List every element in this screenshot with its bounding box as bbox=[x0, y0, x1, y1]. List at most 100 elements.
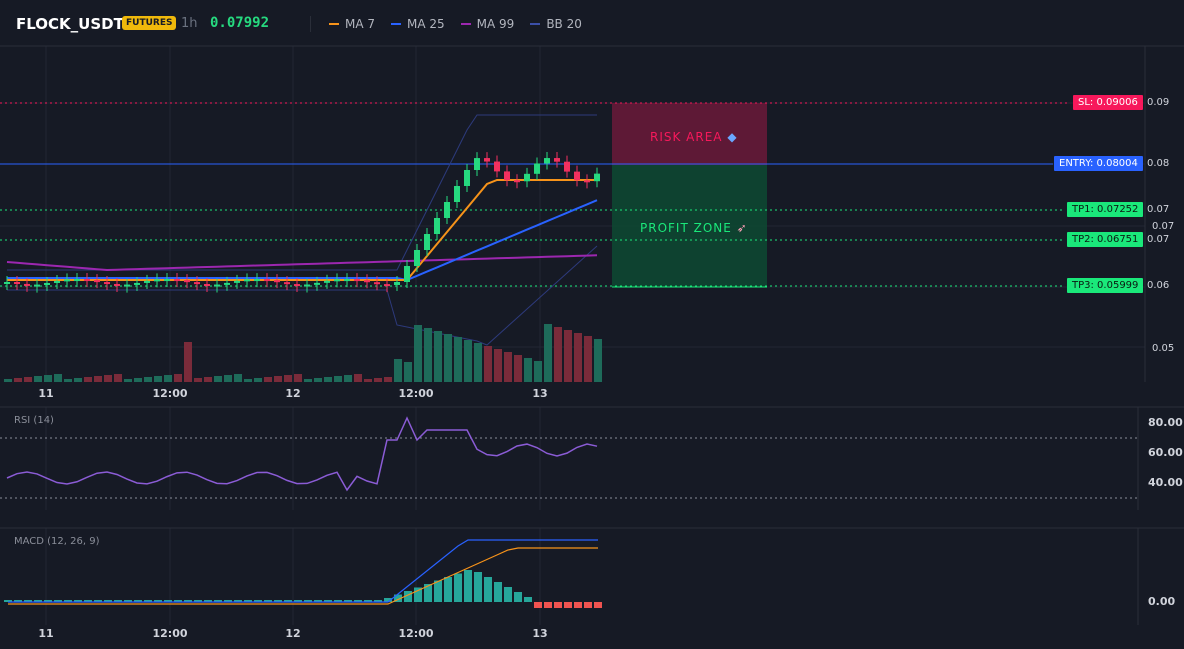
candle bbox=[454, 186, 460, 202]
macd-hist-bar bbox=[244, 600, 252, 602]
candle bbox=[384, 284, 390, 287]
symbol-title[interactable]: FLOCK_USDT bbox=[16, 15, 124, 33]
macd-hist-bar bbox=[194, 600, 202, 602]
macd-hist-bar bbox=[74, 600, 82, 602]
macd-tick: 0.00 bbox=[1148, 595, 1175, 608]
macd-hist-bar bbox=[344, 600, 352, 602]
volume-bar bbox=[194, 378, 202, 382]
tp3-scale: 0.06 bbox=[1147, 280, 1170, 291]
volume-bar bbox=[324, 377, 332, 382]
macd-hist-bar bbox=[214, 600, 222, 602]
candle bbox=[124, 284, 130, 287]
volume-bar bbox=[174, 374, 182, 382]
macd-hist-bar bbox=[4, 600, 12, 602]
macd-hist-bar bbox=[334, 600, 342, 602]
candle bbox=[564, 161, 570, 172]
legend-ma7[interactable]: MA 7 bbox=[329, 16, 375, 32]
macd-hist-bar bbox=[424, 584, 432, 602]
legend-ma7-label: MA 7 bbox=[345, 17, 376, 31]
volume-bar bbox=[564, 330, 572, 382]
candle bbox=[224, 282, 230, 285]
macd-hist-bar bbox=[474, 572, 482, 602]
candle bbox=[174, 279, 180, 282]
volume-bar bbox=[34, 376, 42, 382]
candle bbox=[134, 282, 140, 285]
volume-bar bbox=[254, 378, 262, 382]
macd-hist-bar bbox=[14, 600, 22, 602]
macd-hist-bar bbox=[384, 598, 392, 602]
volume-bar bbox=[234, 374, 242, 382]
ma7-line bbox=[7, 179, 597, 281]
macd-hist-bar bbox=[24, 600, 32, 602]
entry-scale: 0.08 bbox=[1147, 158, 1170, 169]
volume-bar bbox=[394, 359, 402, 382]
rsi-title: RSI (14) bbox=[14, 415, 54, 426]
candle bbox=[484, 158, 490, 162]
ma7-swatch bbox=[329, 23, 339, 25]
macd-histogram bbox=[4, 570, 602, 608]
volume-bar bbox=[274, 376, 282, 382]
time-axis-label: 13 bbox=[532, 387, 547, 400]
volume-bar bbox=[244, 379, 252, 382]
candle bbox=[554, 158, 560, 162]
tp2-tag[interactable]: TP2: 0.06751 bbox=[1067, 232, 1144, 247]
macd-hist-bar bbox=[444, 577, 452, 602]
rsi-tick: 80.00 bbox=[1148, 416, 1183, 429]
candle bbox=[494, 161, 500, 172]
volume-bar bbox=[354, 374, 362, 382]
volume-bar bbox=[164, 375, 172, 382]
volume-bar bbox=[184, 342, 192, 382]
volume-bar bbox=[474, 343, 482, 382]
volume-bar bbox=[524, 358, 532, 382]
volume-bar bbox=[414, 325, 422, 382]
volume-bar bbox=[84, 377, 92, 382]
candle bbox=[54, 280, 60, 284]
time-axis-label: 13 bbox=[532, 627, 547, 640]
timeframe-label[interactable]: 1h bbox=[181, 16, 198, 31]
sl-tag[interactable]: SL: 0.09006 bbox=[1073, 95, 1143, 110]
tp1-tag[interactable]: TP1: 0.07252 bbox=[1067, 202, 1144, 217]
candle bbox=[584, 180, 590, 183]
macd-hist-bar bbox=[554, 602, 562, 608]
macd-hist-bar bbox=[254, 600, 262, 602]
price-tick: 0.07 bbox=[1152, 221, 1174, 232]
macd-line bbox=[8, 539, 598, 603]
grid-lines bbox=[0, 46, 1145, 625]
macd-hist-bar bbox=[134, 600, 142, 602]
tp3-tag[interactable]: TP3: 0.05999 bbox=[1067, 278, 1144, 293]
candle bbox=[94, 280, 100, 283]
candle bbox=[414, 250, 420, 266]
price-tick: 0.05 bbox=[1152, 343, 1174, 354]
ma99-line bbox=[6, 254, 598, 272]
legend-bb20[interactable]: BB 20 bbox=[530, 16, 582, 32]
macd-hist-bar bbox=[584, 602, 592, 608]
macd-hist-bar bbox=[234, 600, 242, 602]
time-axes: 11 12:00 12 12:00 13 11 12:00 12 12:00 13 80.00 60.… bbox=[38, 387, 1183, 640]
macd-hist-bar bbox=[514, 592, 522, 602]
volume-bar bbox=[54, 374, 62, 382]
candle bbox=[64, 279, 70, 282]
candle bbox=[84, 279, 90, 282]
candle bbox=[394, 282, 400, 285]
volume-bar bbox=[404, 362, 412, 382]
legend-ma25[interactable]: MA 25 bbox=[391, 16, 445, 32]
rsi-line bbox=[6, 416, 598, 492]
entry-tag[interactable]: ENTRY: 0.08004 bbox=[1054, 156, 1143, 171]
candle bbox=[274, 280, 280, 283]
macd-hist-bar bbox=[164, 600, 172, 602]
macd-hist-bar bbox=[494, 582, 502, 602]
macd-hist-bar bbox=[544, 602, 552, 608]
candlesticks[interactable] bbox=[4, 152, 600, 293]
candle bbox=[204, 284, 210, 287]
macd-hist-bar bbox=[484, 577, 492, 602]
ma99-swatch bbox=[460, 23, 471, 25]
profit-zone bbox=[612, 165, 767, 287]
macd-hist-bar bbox=[374, 600, 382, 602]
legend-ma99[interactable]: MA 99 bbox=[460, 16, 514, 32]
macd-hist-bar bbox=[124, 600, 132, 602]
bb-upper-band bbox=[7, 114, 597, 271]
legend-bb20-label: BB 20 bbox=[546, 17, 582, 31]
candle bbox=[24, 283, 30, 286]
candle bbox=[534, 163, 540, 174]
